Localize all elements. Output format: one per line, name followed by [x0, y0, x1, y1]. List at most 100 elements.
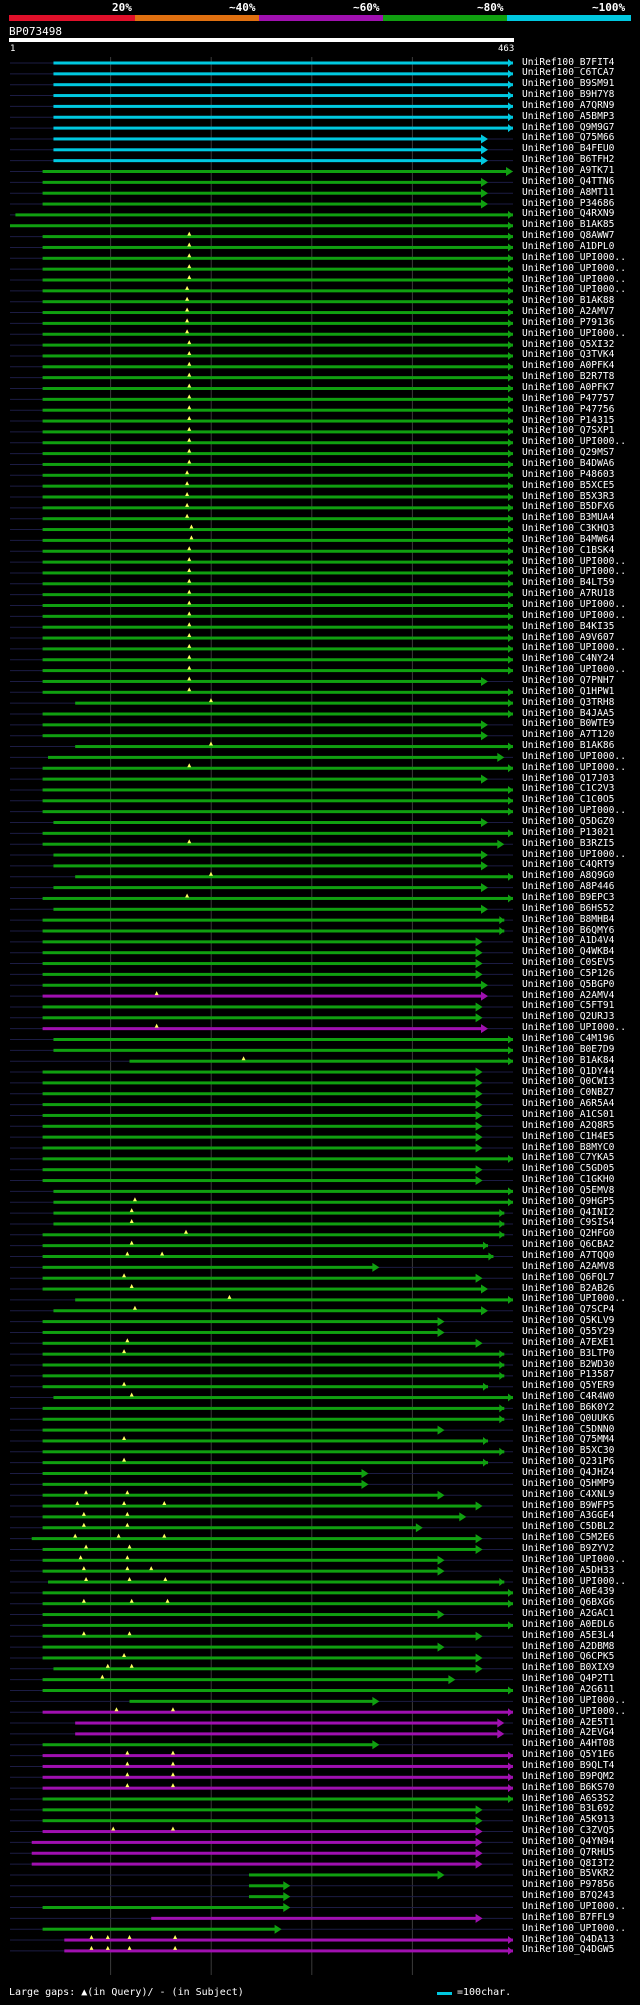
- hit-label[interactable]: UniRef100_C5DBL2: [522, 1521, 615, 1533]
- hit-bar[interactable]: [64, 1949, 514, 1953]
- hit-bar[interactable]: [42, 1027, 483, 1031]
- hit-label[interactable]: UniRef100_A5E3L4: [522, 1629, 615, 1641]
- hit-bar[interactable]: [42, 1016, 477, 1020]
- hit-bar[interactable]: [42, 723, 483, 727]
- hit-label[interactable]: UniRef100_C1BSK4: [522, 544, 615, 556]
- hit-bar[interactable]: [42, 831, 513, 835]
- hit-label[interactable]: UniRef100_B1AK85: [522, 219, 615, 231]
- hit-bar[interactable]: [53, 126, 514, 130]
- hit-bar[interactable]: [42, 1504, 477, 1508]
- hit-bar[interactable]: [42, 321, 513, 325]
- hit-label[interactable]: UniRef100_C6TCA7: [522, 67, 615, 79]
- hit-label[interactable]: UniRef100_C4QRT9: [522, 859, 615, 871]
- hit-label[interactable]: UniRef100_UPI000..: [522, 566, 626, 578]
- hit-label[interactable]: UniRef100_UPI000..: [522, 1575, 626, 1587]
- hit-bar[interactable]: [42, 636, 513, 640]
- hit-label[interactable]: UniRef100_P13021: [522, 826, 615, 838]
- hit-label[interactable]: UniRef100_Q4P2T1: [522, 1673, 615, 1685]
- hit-label[interactable]: UniRef100_Q5HMP9: [522, 1477, 615, 1489]
- hit-bar[interactable]: [42, 267, 513, 271]
- hit-label[interactable]: UniRef100_A7TQQ0: [522, 1250, 615, 1261]
- hit-bar[interactable]: [42, 1146, 477, 1150]
- hit-bar[interactable]: [53, 1038, 514, 1041]
- hit-bar[interactable]: [48, 755, 499, 759]
- hit-bar[interactable]: [42, 1623, 513, 1627]
- hit-label[interactable]: UniRef100_P79136: [522, 316, 615, 328]
- hit-label[interactable]: UniRef100_B1AK86: [522, 740, 615, 752]
- hit-label[interactable]: UniRef100_A5DH33: [522, 1564, 615, 1576]
- hit-bar[interactable]: [42, 842, 499, 846]
- hit-bar[interactable]: [42, 994, 483, 998]
- hit-label[interactable]: UniRef100_B9QLT4: [522, 1759, 615, 1771]
- hit-label[interactable]: UniRef100_C1C2V3: [522, 783, 615, 795]
- hit-label[interactable]: UniRef100_A5BMP3: [522, 110, 615, 122]
- hit-bar[interactable]: [42, 1472, 363, 1475]
- hit-bar[interactable]: [42, 669, 513, 673]
- hit-label[interactable]: UniRef100_A6R5A4: [522, 1098, 615, 1110]
- hit-bar[interactable]: [42, 1352, 505, 1356]
- hit-bar[interactable]: [42, 1591, 513, 1595]
- hit-bar[interactable]: [64, 1938, 514, 1942]
- hit-bar[interactable]: [42, 1179, 477, 1183]
- hit-bar[interactable]: [42, 896, 513, 900]
- hit-bar[interactable]: [53, 821, 483, 824]
- hit-bar[interactable]: [75, 875, 513, 879]
- hit-bar[interactable]: [249, 1895, 285, 1899]
- hit-bar[interactable]: [42, 679, 483, 683]
- hit-bar[interactable]: [53, 148, 483, 152]
- hit-bar[interactable]: [42, 311, 513, 315]
- hit-label[interactable]: UniRef100_B5VKR2: [522, 1868, 615, 1880]
- hit-bar[interactable]: [42, 1927, 276, 1931]
- hit-label[interactable]: UniRef100_C5M2E6: [522, 1532, 615, 1544]
- hit-label[interactable]: UniRef100_B2WD30: [522, 1358, 615, 1370]
- hit-label[interactable]: UniRef100_Q9HGP5: [522, 1195, 615, 1207]
- hit-label[interactable]: UniRef100_B9ZYV2: [522, 1542, 615, 1554]
- hit-label[interactable]: UniRef100_Q231P6: [522, 1456, 615, 1468]
- hit-bar[interactable]: [53, 1309, 483, 1313]
- hit-label[interactable]: UniRef100_B9SM91: [522, 78, 615, 90]
- hit-label[interactable]: UniRef100_UPI000..: [522, 262, 626, 274]
- hit-label[interactable]: UniRef100_B5XCE5: [522, 479, 615, 491]
- hit-label[interactable]: UniRef100_Q2HFG0: [522, 1228, 615, 1240]
- hit-bar[interactable]: [42, 690, 513, 694]
- hit-bar[interactable]: [42, 1385, 489, 1389]
- hit-label[interactable]: UniRef100_Q3TRH8: [522, 696, 615, 708]
- hit-label[interactable]: UniRef100_P47757: [522, 392, 615, 404]
- hit-bar[interactable]: [42, 300, 513, 304]
- hit-label[interactable]: UniRef100_A7QRN9: [522, 99, 615, 111]
- hit-bar[interactable]: [42, 528, 513, 532]
- hit-bar[interactable]: [53, 1396, 514, 1400]
- hit-label[interactable]: UniRef100_A2EVG4: [522, 1727, 615, 1739]
- hit-bar[interactable]: [42, 1656, 477, 1660]
- hit-bar[interactable]: [42, 1439, 489, 1443]
- hit-bar[interactable]: [42, 810, 513, 814]
- hit-bar[interactable]: [42, 929, 505, 933]
- hit-label[interactable]: UniRef100_Q4RXN9: [522, 208, 615, 220]
- hit-bar[interactable]: [53, 1667, 477, 1671]
- hit-label[interactable]: UniRef100_C1C0O5: [522, 794, 615, 806]
- hit-label[interactable]: UniRef100_A0EDL6: [522, 1618, 615, 1630]
- hit-label[interactable]: UniRef100_P47756: [522, 403, 615, 415]
- hit-label[interactable]: UniRef100_C1GKH0: [522, 1174, 615, 1186]
- hit-bar[interactable]: [42, 1775, 513, 1779]
- hit-label[interactable]: UniRef100_A1DPL0: [522, 240, 615, 252]
- hit-bar[interactable]: [42, 1634, 477, 1638]
- hit-label[interactable]: UniRef100_UPI000..: [522, 1553, 626, 1565]
- hit-bar[interactable]: [42, 343, 513, 347]
- hit-bar[interactable]: [75, 701, 513, 705]
- hit-bar[interactable]: [42, 658, 513, 662]
- hit-bar[interactable]: [75, 1298, 513, 1302]
- hit-bar[interactable]: [42, 376, 513, 380]
- hit-label[interactable]: UniRef100_B4JAA5: [522, 707, 615, 719]
- hit-bar[interactable]: [42, 332, 513, 336]
- hit-label[interactable]: UniRef100_B9PQM2: [522, 1770, 615, 1782]
- hit-label[interactable]: UniRef100_Q4DGW5: [522, 1944, 615, 1956]
- hit-bar[interactable]: [48, 1580, 505, 1584]
- hit-label[interactable]: UniRef100_P13587: [522, 1369, 615, 1381]
- hit-label[interactable]: UniRef100_B3MUA4: [522, 512, 615, 524]
- hit-bar[interactable]: [53, 853, 483, 857]
- hit-label[interactable]: UniRef100_C5GD05: [522, 1163, 615, 1175]
- hit-bar[interactable]: [42, 734, 483, 738]
- hit-bar[interactable]: [42, 1081, 477, 1085]
- hit-bar[interactable]: [42, 1124, 477, 1128]
